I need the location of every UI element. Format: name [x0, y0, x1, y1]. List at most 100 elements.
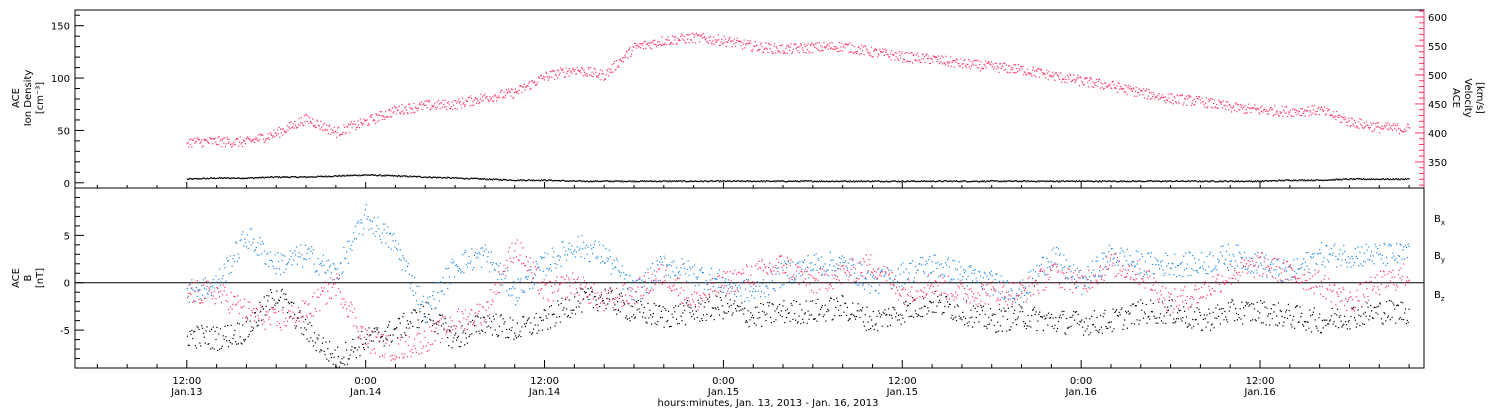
top-point	[598, 73, 601, 75]
top-point	[1029, 72, 1031, 74]
top-point	[385, 111, 387, 113]
top-point	[966, 181, 968, 183]
top-point	[1180, 95, 1182, 97]
top-point	[880, 180, 882, 182]
top-point	[186, 178, 188, 180]
top-point	[270, 176, 273, 178]
bottom-point	[582, 248, 584, 250]
top-point	[969, 60, 971, 62]
bottom-point	[295, 327, 297, 329]
top-point	[607, 70, 609, 72]
bottom-point	[383, 345, 385, 347]
top-point	[1137, 180, 1139, 182]
top-point	[1159, 181, 1162, 183]
top-point	[998, 71, 1000, 73]
top-point	[1353, 119, 1356, 121]
top-point	[268, 176, 270, 178]
top-point	[1393, 123, 1395, 125]
bottom-point	[947, 301, 949, 303]
top-point	[189, 139, 191, 141]
bottom-point	[372, 232, 374, 235]
top-point	[302, 176, 304, 178]
bottom-point	[649, 281, 651, 284]
top-point	[1127, 87, 1129, 89]
top-point	[1022, 181, 1024, 183]
bottom-point	[1042, 329, 1044, 332]
top-point	[1068, 78, 1070, 80]
bottom-point	[676, 318, 678, 320]
top-point	[522, 179, 524, 181]
top-point	[930, 181, 933, 183]
top-point	[1333, 178, 1335, 180]
top-point	[1216, 181, 1218, 183]
bottom-point	[893, 307, 895, 309]
top-point	[1109, 83, 1111, 85]
top-point	[1224, 104, 1226, 106]
top-point	[561, 69, 563, 71]
top-point	[710, 180, 713, 182]
bottom-point	[212, 279, 214, 281]
bottom-point	[895, 316, 897, 318]
bottom-point	[1143, 311, 1145, 313]
bottom-point	[928, 310, 930, 312]
top-point	[852, 52, 854, 54]
top-point	[456, 177, 459, 179]
top-point	[271, 134, 273, 136]
top-point	[374, 122, 376, 124]
top-point	[771, 51, 773, 53]
top-point	[399, 176, 401, 178]
top-point	[992, 180, 994, 182]
bottom-point	[490, 261, 492, 264]
bottom-point	[462, 332, 464, 334]
top-point	[207, 178, 209, 180]
top-point	[284, 176, 286, 178]
top-point	[777, 51, 779, 53]
top-point	[732, 40, 734, 42]
bottom-point	[1264, 306, 1266, 308]
bottom-point	[1359, 325, 1361, 327]
top-point	[440, 102, 443, 104]
top-point	[898, 51, 900, 53]
bottom-point	[529, 331, 531, 333]
top-point	[436, 101, 438, 103]
bottom-point	[555, 322, 557, 324]
top-point	[1380, 178, 1382, 180]
top-point	[795, 180, 797, 182]
bottom-point	[450, 326, 452, 328]
top-point	[245, 138, 247, 140]
top-point	[244, 140, 246, 142]
bottom-point	[1271, 318, 1273, 320]
top-point	[915, 59, 917, 61]
bottom-point	[256, 325, 258, 327]
top-point	[414, 106, 417, 108]
bottom-point	[646, 322, 648, 324]
bottom-point	[1253, 308, 1255, 310]
top-point	[648, 180, 650, 183]
top-point	[1271, 179, 1273, 182]
bottom-point	[442, 323, 444, 325]
bottom-point	[287, 263, 289, 265]
bottom-point	[340, 362, 342, 364]
top-point	[651, 180, 653, 183]
bottom-point	[1181, 320, 1183, 322]
top-point	[1116, 85, 1118, 87]
top-point	[319, 128, 321, 130]
top-point	[1204, 106, 1206, 109]
top-point	[1175, 180, 1177, 182]
bottom-point	[304, 319, 307, 321]
top-point	[510, 179, 512, 181]
top-point	[540, 180, 542, 182]
bottom-point	[546, 317, 548, 319]
bottom-point	[1065, 333, 1067, 335]
top-point	[1267, 110, 1269, 112]
bottom-point	[233, 334, 235, 336]
bottom-point	[289, 316, 291, 318]
top-point	[600, 180, 603, 182]
top-point	[327, 132, 329, 134]
bottom-point	[852, 302, 854, 304]
bottom-point	[472, 319, 474, 321]
bottom-point	[251, 326, 253, 328]
bottom-point	[476, 253, 478, 255]
bottom-point	[653, 270, 655, 272]
top-point	[664, 42, 666, 44]
